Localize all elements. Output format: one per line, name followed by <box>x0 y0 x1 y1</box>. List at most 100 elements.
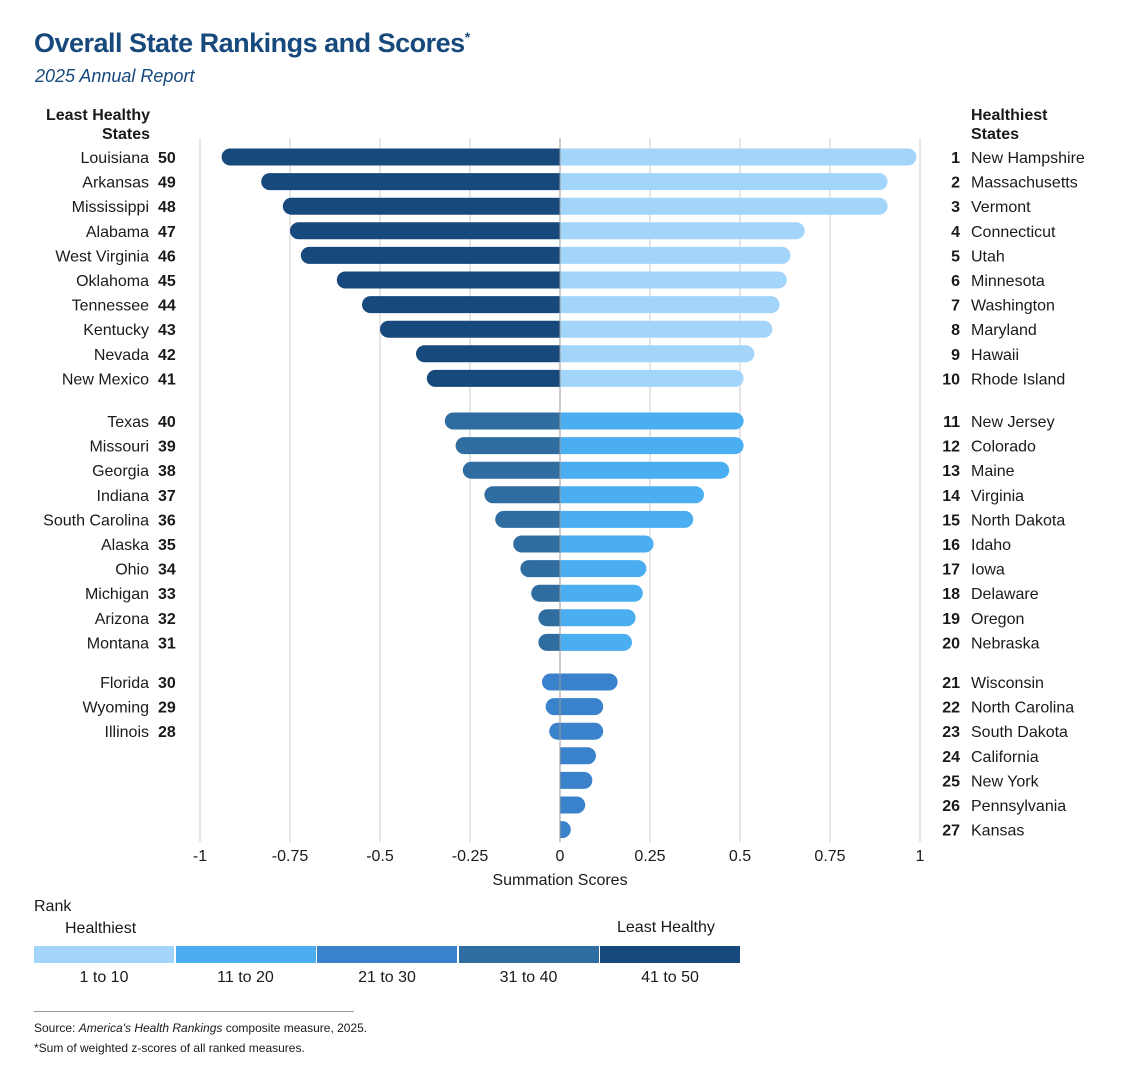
state-label: New Hampshire <box>971 150 1085 167</box>
bar-rhode-island <box>560 369 744 387</box>
rank-number: 48 <box>158 199 176 216</box>
bar-alaska <box>513 535 560 553</box>
rank-number: 49 <box>158 175 176 192</box>
bar-iowa <box>560 560 647 578</box>
bar-maine <box>560 461 730 479</box>
bar-chart: -1 -0.75 -0.5 -0.25 0 0.25 0.5 0.75 11 New Hampsh… <box>43 138 1085 865</box>
state-label: Indiana <box>97 488 150 505</box>
rank-number: 35 <box>158 537 176 554</box>
bar-mississippi <box>282 197 560 215</box>
x-tick-label: 0.25 <box>634 848 665 865</box>
rank-number: 30 <box>158 675 176 692</box>
state-label: Alabama <box>86 224 149 241</box>
legend-left-label: Healthiest <box>65 920 137 937</box>
state-label: Kentucky <box>83 322 149 339</box>
bar-indiana <box>484 486 560 504</box>
state-label: Oklahoma <box>76 273 149 290</box>
state-label: Oregon <box>971 611 1024 628</box>
state-label: Idaho <box>971 537 1011 554</box>
rank-number: 18 <box>942 586 960 603</box>
state-label: Arkansas <box>82 175 149 192</box>
bar-texas <box>444 412 560 430</box>
state-label: Wyoming <box>82 700 149 717</box>
state-label: Washington <box>971 298 1055 315</box>
rank-number: 4 <box>951 224 960 241</box>
bar-west-virginia <box>300 246 560 264</box>
bar-wisconsin <box>560 673 618 691</box>
legend-label: 31 to 40 <box>499 969 558 986</box>
state-label: Michigan <box>85 586 149 603</box>
bar-kansas <box>560 821 571 839</box>
x-tick-label: 1 <box>916 848 925 865</box>
rank-number: 21 <box>942 675 960 692</box>
state-label: Montana <box>87 635 149 652</box>
rank-number: 14 <box>942 488 960 505</box>
rank-number: 32 <box>158 611 176 628</box>
bar-california <box>560 747 596 765</box>
legend-swatch <box>458 946 599 963</box>
state-label: New York <box>971 773 1040 790</box>
state-label: Maryland <box>971 322 1037 339</box>
bar-wyoming <box>545 698 560 716</box>
state-label: Colorado <box>971 439 1036 456</box>
state-label: Arizona <box>95 611 149 628</box>
bar-idaho <box>560 535 654 553</box>
least-healthy-header: Least Healthy States <box>45 107 150 143</box>
state-label: North Carolina <box>971 700 1074 717</box>
rank-number: 39 <box>158 439 176 456</box>
state-label: Ohio <box>115 562 149 579</box>
bar-ohio <box>520 560 560 578</box>
rank-number: 42 <box>158 347 176 364</box>
bar-south-carolina <box>495 510 560 528</box>
state-label: Virginia <box>971 488 1024 505</box>
rank-number: 36 <box>158 512 176 529</box>
rank-number: 40 <box>158 414 176 431</box>
bar-georgia <box>462 461 560 479</box>
bar-virginia <box>560 486 704 504</box>
rank-number: 1 <box>951 150 960 167</box>
rank-number: 16 <box>942 537 960 554</box>
rank-number: 45 <box>158 273 176 290</box>
rank-number: 46 <box>158 248 176 265</box>
rank-number: 25 <box>942 773 960 790</box>
bar-arizona <box>538 609 560 627</box>
rank-number: 38 <box>158 463 176 480</box>
rank-number: 24 <box>942 749 960 766</box>
rank-number: 33 <box>158 586 176 603</box>
state-label: Delaware <box>971 586 1039 603</box>
state-label: Minnesota <box>971 273 1045 290</box>
state-label: Illinois <box>105 724 149 741</box>
state-label: New Jersey <box>971 414 1055 431</box>
bar-colorado <box>560 437 744 455</box>
legend-swatch <box>175 946 316 963</box>
bar-nebraska <box>560 633 632 651</box>
legend-swatch <box>317 946 457 963</box>
state-label: Wisconsin <box>971 675 1044 692</box>
bar-utah <box>560 246 791 264</box>
bar-nevada <box>416 345 560 363</box>
bar-minnesota <box>560 271 787 289</box>
bar-montana <box>538 633 560 651</box>
bar-massachusetts <box>560 173 888 191</box>
rank-number: 12 <box>942 439 960 456</box>
x-tick-label: 0 <box>556 848 565 865</box>
divider <box>34 1011 354 1012</box>
state-label: Hawaii <box>971 347 1019 364</box>
bar-illinois <box>549 722 560 740</box>
bar-north-dakota <box>560 510 694 528</box>
bar-arkansas <box>261 173 560 191</box>
bar-delaware <box>560 584 643 602</box>
chart-subtitle: 2025 Annual Report <box>35 66 195 86</box>
bar-alabama <box>290 222 560 240</box>
healthiest-header: Healthiest States <box>971 107 1048 143</box>
rank-number: 26 <box>942 798 960 815</box>
state-label: Iowa <box>971 562 1005 579</box>
rank-number: 20 <box>942 635 960 652</box>
chart-title: Overall State Rankings and Scores* <box>34 28 470 58</box>
state-label: West Virginia <box>55 248 149 265</box>
state-label: Pennsylvania <box>971 798 1066 815</box>
x-tick-label: -0.25 <box>452 848 489 865</box>
rank-number: 43 <box>158 322 176 339</box>
state-label: Mississippi <box>72 199 149 216</box>
